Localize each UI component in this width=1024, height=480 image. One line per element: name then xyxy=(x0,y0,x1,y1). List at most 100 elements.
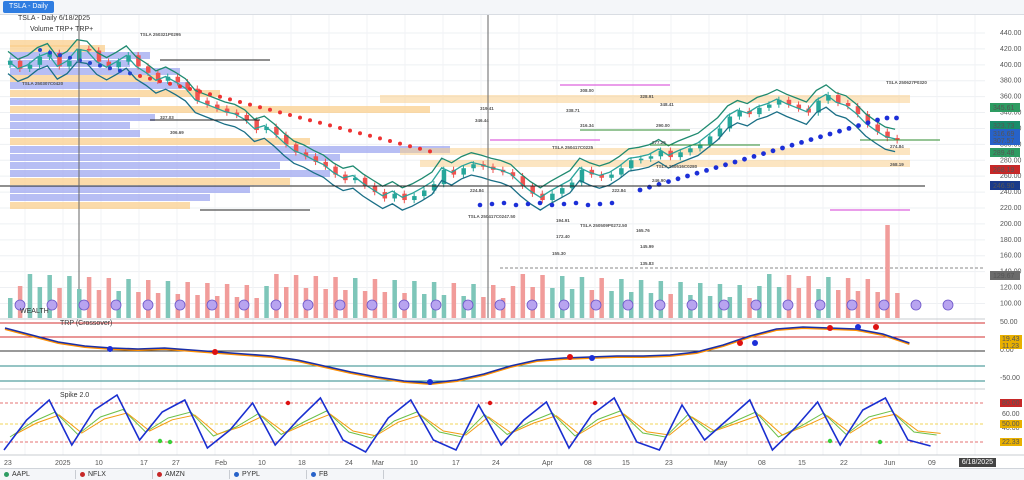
volume-bar xyxy=(855,291,861,318)
indicator-trp-2[interactable]: TRP+ xyxy=(75,26,94,33)
wealth-marker-icon xyxy=(878,299,890,311)
status-dot-icon xyxy=(157,471,162,477)
candle xyxy=(806,108,811,113)
spike-badge-label: 22.33 xyxy=(1002,439,1020,446)
candle xyxy=(293,144,299,153)
volume-bar xyxy=(362,291,368,318)
volume-bar xyxy=(86,277,92,318)
price-axis-label: 120.00 xyxy=(1000,285,1022,292)
volume-bar xyxy=(865,279,871,318)
chart-annotation: 308.00 xyxy=(580,88,594,93)
watchlist-item-pypl[interactable]: PYPL xyxy=(234,470,260,479)
volume-bar xyxy=(451,283,457,318)
volume-bar xyxy=(767,274,772,318)
spike-badge-label: 50.00 xyxy=(1002,421,1020,428)
trp-cross-dot xyxy=(107,346,113,352)
price-badge-label: 345.61 xyxy=(993,105,1015,112)
time-axis-label: 17 xyxy=(140,460,148,467)
wealth-marker-icon xyxy=(14,299,26,311)
status-dot-icon xyxy=(234,471,239,477)
volume-bar xyxy=(806,276,811,318)
candle xyxy=(362,177,368,186)
tab-tsla-daily[interactable]: TSLA - Daily xyxy=(3,1,54,13)
candle xyxy=(648,156,654,159)
signal-dot xyxy=(68,55,72,60)
chart-annotation: 348.41 xyxy=(660,102,674,107)
time-axis-label: 15 xyxy=(798,460,806,467)
indicator-volume[interactable]: Volume xyxy=(30,26,54,33)
signal-dot xyxy=(856,123,861,128)
candle xyxy=(185,82,190,89)
time-axis-label: Mar xyxy=(372,460,385,467)
signal-dot xyxy=(288,113,292,117)
signal-dot xyxy=(846,125,852,131)
chart-annotation: 268.19 xyxy=(890,162,904,167)
volume-bar xyxy=(323,289,328,318)
candle xyxy=(757,107,762,115)
time-axis-label: May xyxy=(714,460,728,467)
volume-bar xyxy=(836,290,841,318)
chart-annotation: 155.30 xyxy=(552,251,566,256)
candle xyxy=(451,169,457,175)
spike-high-dot xyxy=(487,400,493,406)
indicator-trp-1[interactable]: TRP+ xyxy=(55,26,74,33)
chart-annotation: TSLA 250509P0272.50 xyxy=(580,223,628,228)
signal-dot xyxy=(799,140,804,145)
volume-profile-bar xyxy=(10,178,290,185)
volume-bar xyxy=(146,280,151,318)
signal-dot xyxy=(761,151,766,157)
trp-axis-label: 0.00 xyxy=(1000,347,1014,354)
spike-low-dot xyxy=(167,439,173,445)
trp-panel-label: TRP (Crossover) xyxy=(60,320,113,327)
signal-dot xyxy=(418,146,422,151)
volume-bar xyxy=(195,295,200,318)
wealth-marker-icon xyxy=(398,299,410,311)
volume-bar xyxy=(185,282,190,318)
volume-bar xyxy=(895,293,900,318)
watchlist-item-aapl[interactable]: AAPL xyxy=(4,470,30,479)
watchlist-item-fb[interactable]: FB xyxy=(311,470,328,479)
candle xyxy=(136,55,141,67)
chart-annotation: 306.69 xyxy=(170,130,184,135)
candle xyxy=(323,161,328,167)
volume-profile-bar xyxy=(10,68,180,75)
candle xyxy=(885,131,890,138)
time-axis-label: 22 xyxy=(840,460,848,467)
wealth-marker-icon xyxy=(430,299,442,311)
watchlist-item-amzn[interactable]: AMZN xyxy=(157,470,185,479)
time-axis-label: 23 xyxy=(4,460,12,467)
price-badge-label: 316.69 xyxy=(993,131,1015,138)
wealth-marker-icon xyxy=(494,299,506,311)
candle xyxy=(707,136,713,145)
wealth-marker-icon xyxy=(78,299,90,311)
signal-dot xyxy=(108,66,112,71)
signal-dot xyxy=(742,156,747,162)
candle xyxy=(836,95,841,103)
candle xyxy=(579,169,585,183)
candle xyxy=(37,56,43,65)
candle xyxy=(86,48,92,51)
wealth-marker-icon xyxy=(174,299,186,311)
price-badge-label: 129.67 xyxy=(993,273,1015,280)
wealth-marker-icon xyxy=(654,299,666,311)
volume-bar xyxy=(845,278,851,318)
chart-annotation: TSLA 250627P0320 xyxy=(886,80,927,85)
volume-bar xyxy=(254,298,259,318)
time-axis-label: 24 xyxy=(345,460,353,467)
volume-profile-bar xyxy=(10,40,80,47)
signal-dot xyxy=(573,200,579,206)
signal-dot xyxy=(549,202,555,208)
candle xyxy=(195,88,200,101)
volume-bar xyxy=(165,281,171,318)
price-badge xyxy=(990,121,1020,130)
watchlist-item-nflx[interactable]: NFLX xyxy=(80,470,106,479)
trp-cross-dot xyxy=(212,349,218,355)
volume-bar xyxy=(441,295,447,318)
candle xyxy=(540,193,545,201)
chart-annotation: TSLA 250307C0420 xyxy=(22,81,64,86)
indicator-list[interactable]: Volume TRP+ TRP+ xyxy=(30,26,93,33)
volume-bar xyxy=(786,275,792,318)
trp-cross-dot xyxy=(737,340,743,346)
chart-annotation: TSLA 250321P0295 xyxy=(140,32,181,37)
